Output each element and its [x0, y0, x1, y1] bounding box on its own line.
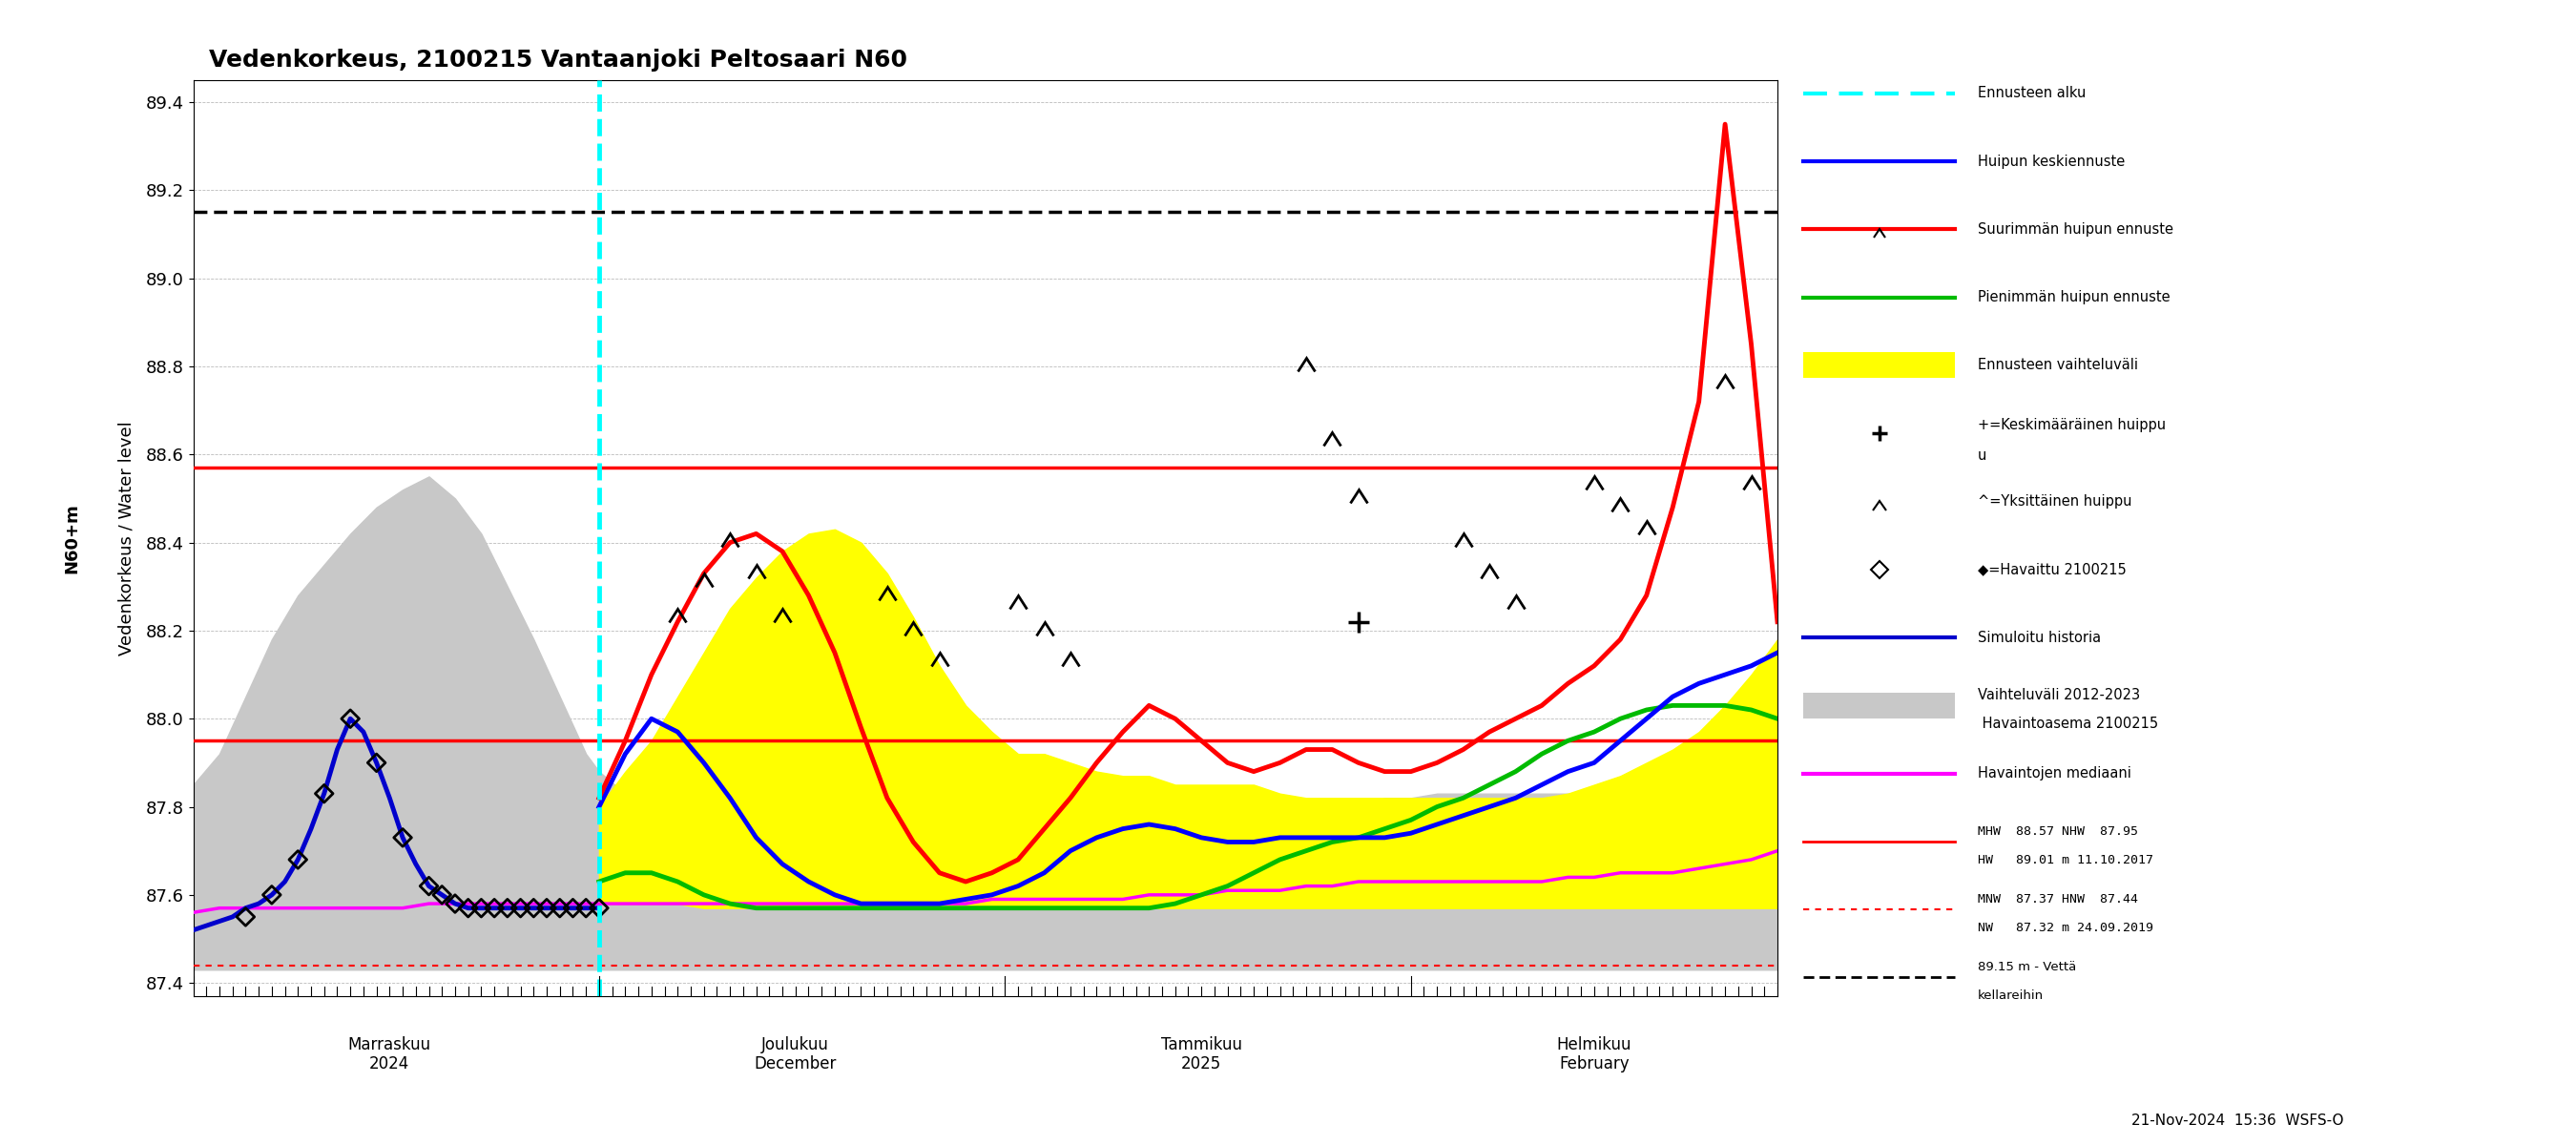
Point [435, 894, 477, 913]
Text: ◆=Havaittu 2100215: ◆=Havaittu 2100215 [1978, 562, 2128, 577]
Bar [1803, 693, 1955, 718]
Text: +=Keskimääräinen huippu: +=Keskimääräinen huippu [1978, 418, 2166, 433]
Text: Pienimmän huipun ennuste: Pienimmän huipun ennuste [1978, 290, 2172, 305]
Point [474, 899, 515, 917]
Point [422, 886, 464, 905]
Point [304, 784, 345, 803]
Point [538, 899, 580, 917]
Text: Vedenkorkeus, 2100215 Vantaanjoki Peltosaari N60: Vedenkorkeus, 2100215 Vantaanjoki Peltos… [209, 49, 907, 72]
Point [526, 899, 567, 917]
Text: Havaintojen mediaani: Havaintojen mediaani [1978, 766, 2130, 781]
Bar [1803, 353, 1955, 378]
Point [448, 899, 489, 917]
Text: Marraskuu
2024: Marraskuu 2024 [348, 1036, 430, 1073]
Text: Helmikuu
February: Helmikuu February [1556, 1036, 1631, 1073]
Point [461, 899, 502, 917]
Text: Ennusteen alku: Ennusteen alku [1978, 86, 2087, 101]
Text: Huipun keskiennuste: Huipun keskiennuste [1978, 155, 2125, 168]
Text: Ennusteen vaihteluväli: Ennusteen vaihteluväli [1978, 358, 2138, 372]
Point [355, 753, 397, 772]
Text: Simuloitu historia: Simuloitu historia [1978, 630, 2102, 645]
Text: 89.15 m - Vettä: 89.15 m - Vettä [1978, 961, 2076, 973]
Text: N60+m: N60+m [64, 503, 80, 574]
Text: Suurimmän huipun ennuste: Suurimmän huipun ennuste [1978, 222, 2174, 237]
Point [580, 899, 621, 917]
Text: MHW  88.57 NHW  87.95: MHW 88.57 NHW 87.95 [1978, 824, 2138, 837]
Text: Havaintoasema 2100215: Havaintoasema 2100215 [1978, 717, 2159, 732]
Text: kellareihin: kellareihin [1978, 989, 2043, 1002]
Text: HW   89.01 m 11.10.2017: HW 89.01 m 11.10.2017 [1978, 854, 2154, 867]
Text: Vaihteluväli 2012-2023: Vaihteluväli 2012-2023 [1978, 688, 2141, 702]
Point [500, 899, 541, 917]
Text: u: u [1978, 449, 1986, 464]
Point [487, 899, 528, 917]
Text: MNW  87.37 HNW  87.44: MNW 87.37 HNW 87.44 [1978, 893, 2138, 906]
Point [250, 886, 291, 905]
Y-axis label: Vedenkorkeus / Water level: Vedenkorkeus / Water level [118, 421, 134, 655]
Point [513, 899, 554, 917]
Point [381, 829, 422, 847]
Text: ^=Yksittäinen huippu: ^=Yksittäinen huippu [1978, 495, 2133, 508]
Text: Joulukuu
December: Joulukuu December [755, 1036, 837, 1073]
Point [330, 710, 371, 728]
Point [407, 877, 448, 895]
Text: 21-Nov-2024  15:36  WSFS-O: 21-Nov-2024 15:36 WSFS-O [2133, 1113, 2344, 1128]
Point [278, 851, 319, 869]
Point [564, 899, 605, 917]
Text: NW   87.32 m 24.09.2019: NW 87.32 m 24.09.2019 [1978, 922, 2154, 934]
Point [551, 899, 592, 917]
Text: Tammikuu
2025: Tammikuu 2025 [1162, 1036, 1242, 1073]
Point [224, 908, 265, 926]
